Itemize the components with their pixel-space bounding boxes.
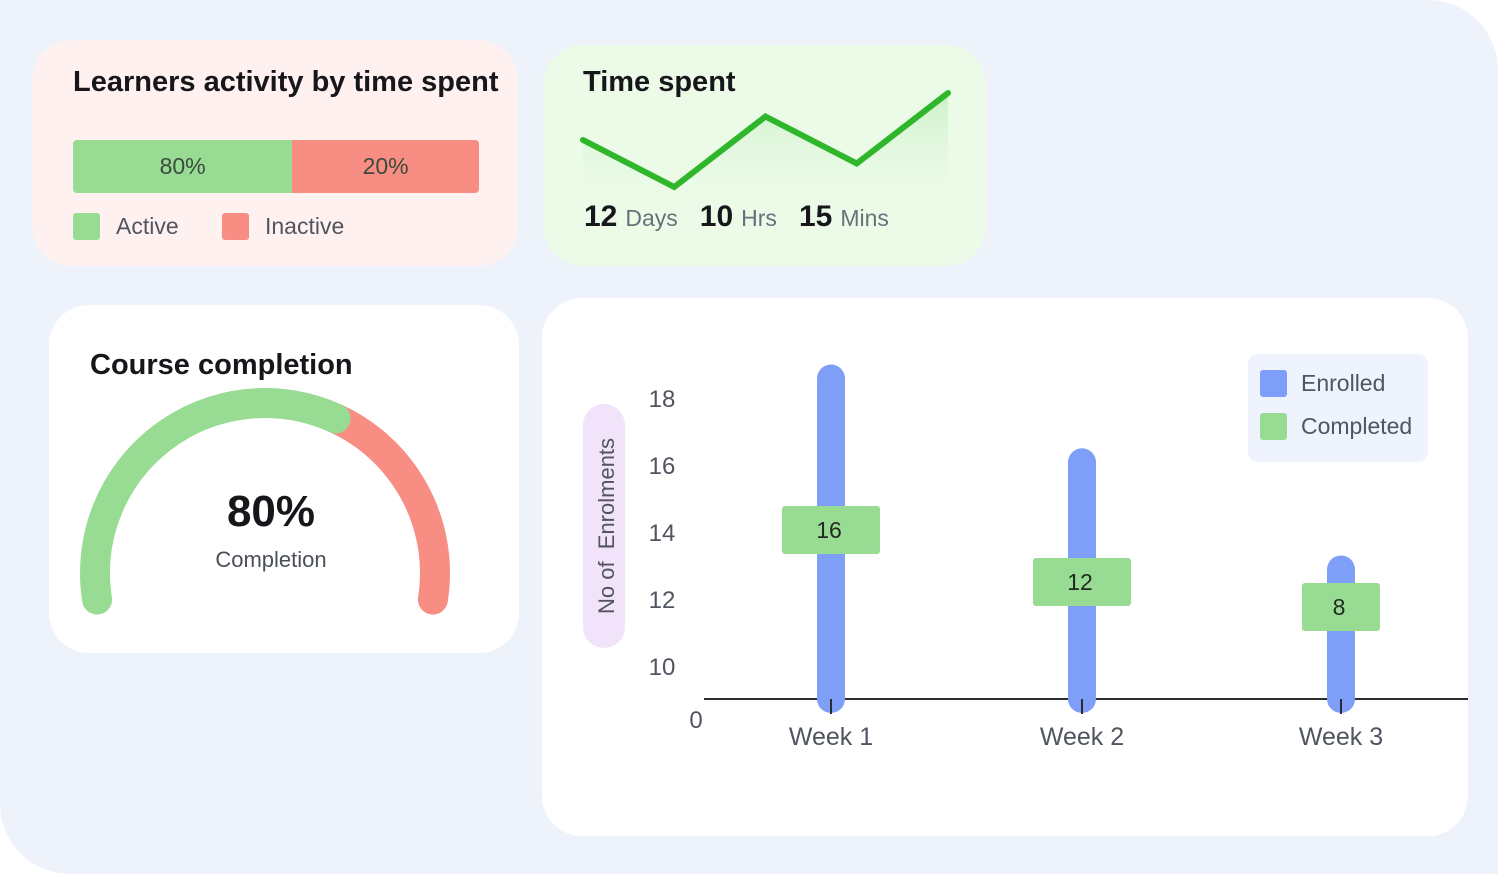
completion-value: 80% xyxy=(226,487,316,536)
completed-swatch xyxy=(1260,413,1287,440)
activity-title: Learners activity by time spent xyxy=(73,66,499,98)
completed-marker[interactable] xyxy=(1302,583,1380,631)
mins-unit: Mins xyxy=(840,205,889,231)
completion-title: Course completion xyxy=(90,349,353,381)
hours-value: 10 xyxy=(699,200,734,233)
course-completion-card: Course completion 80% Completion xyxy=(49,305,519,653)
y-tick-label: 14 xyxy=(649,520,676,547)
completed-value-label: 12 xyxy=(1067,569,1093,595)
y-axis-ticks: 18 16 14 12 10 xyxy=(649,386,676,681)
y-tick-label: 12 xyxy=(649,587,676,614)
legend-active: Active xyxy=(73,213,179,240)
legend-inactive-label: Inactive xyxy=(265,213,345,239)
trend-line xyxy=(580,90,951,191)
x-tick-label: Week 1 xyxy=(789,723,873,751)
y-axis-label-pill xyxy=(583,404,625,648)
enrolled-bar[interactable] xyxy=(1327,555,1355,713)
legend-enrolled: Enrolled xyxy=(1260,370,1385,397)
completion-label: Completion xyxy=(215,547,327,572)
x-tick-label: Week 2 xyxy=(1040,723,1124,751)
inactive-swatch xyxy=(222,213,249,240)
active-segment[interactable]: 80% xyxy=(73,140,293,193)
gauge-completed-arc xyxy=(80,388,351,615)
enrolled-swatch xyxy=(1260,370,1287,397)
mins-value: 15 xyxy=(798,200,833,233)
activity-split-bar: 80% 20% xyxy=(73,140,479,193)
completed-marker[interactable] xyxy=(782,506,880,554)
time-spent-card: Time spent 12 Days 10 Hrs 15 Mins xyxy=(543,45,986,266)
inactive-segment[interactable]: 20% xyxy=(292,140,479,193)
enrolments-chart-card: No of Enrolments 18 16 14 12 10 0 16 12 8 Week… xyxy=(542,298,1468,836)
y-axis-label-group: No of Enrolments xyxy=(583,404,625,648)
days-value: 12 xyxy=(584,200,618,233)
y-axis-label: No of Enrolments xyxy=(594,438,619,614)
x-tick-label: Week 3 xyxy=(1299,723,1383,751)
hours-unit: Hrs xyxy=(741,205,777,231)
y-tick-label: 16 xyxy=(649,453,676,480)
learners-activity-card: Learners activity by time spent 80% 20% … xyxy=(32,40,518,266)
y-tick-label: 10 xyxy=(649,654,676,681)
active-swatch xyxy=(73,213,100,240)
trend-area xyxy=(583,93,948,210)
completed-marker[interactable] xyxy=(1033,558,1131,606)
legend-completed: Completed xyxy=(1260,413,1412,440)
enrolments-bar-chart: No of Enrolments 18 16 14 12 10 0 16 12 8 Week… xyxy=(583,364,1468,751)
chart-legend: Enrolled Completed xyxy=(1248,354,1428,462)
zero-tick-label: 0 xyxy=(689,707,702,734)
legend-inactive: Inactive xyxy=(222,213,344,240)
chart-bars: 16 12 8 xyxy=(782,364,1380,713)
completed-value-label: 16 xyxy=(816,517,842,543)
legend-completed-label: Completed xyxy=(1301,413,1413,439)
completion-gauge xyxy=(80,388,450,615)
time-spent-total: 12 Days 10 Hrs 15 Mins xyxy=(584,200,911,234)
gauge-remaining-arc xyxy=(320,403,450,615)
completed-value-label: 8 xyxy=(1333,594,1346,620)
days-unit: Days xyxy=(625,205,678,231)
time-trend-sparkline xyxy=(580,90,951,210)
legend-active-label: Active xyxy=(116,213,179,239)
x-axis-labels: Week 1 Week 2 Week 3 xyxy=(789,699,1383,751)
legend-enrolled-label: Enrolled xyxy=(1301,370,1386,396)
y-tick-label: 18 xyxy=(649,386,676,413)
time-spent-title: Time spent xyxy=(583,66,736,98)
